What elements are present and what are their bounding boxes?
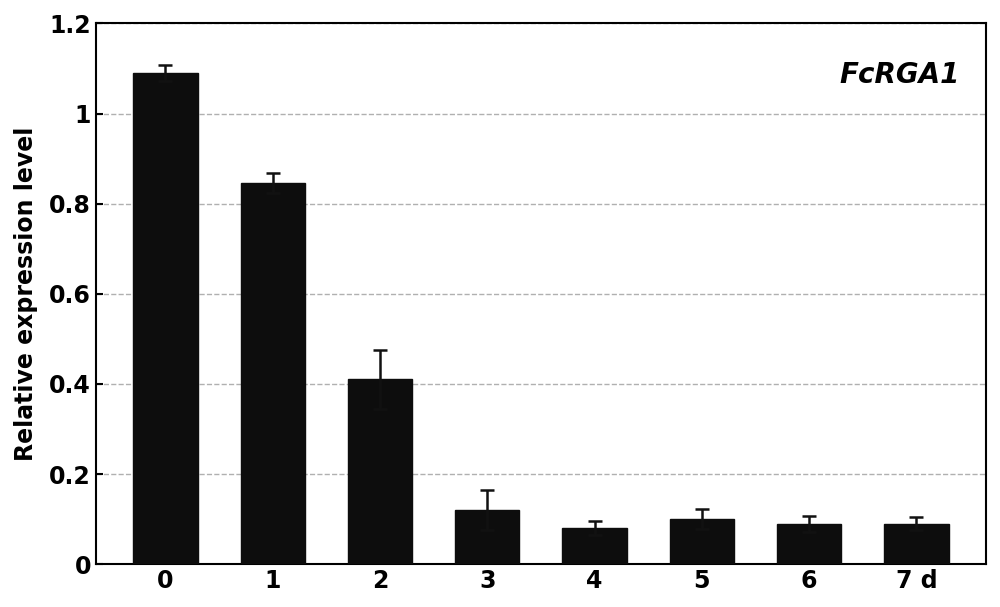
Bar bbox=[884, 524, 949, 565]
Text: FcRGA1: FcRGA1 bbox=[839, 61, 959, 89]
Bar bbox=[241, 183, 305, 565]
Bar bbox=[133, 73, 198, 565]
Bar bbox=[348, 379, 412, 565]
Bar bbox=[670, 519, 734, 565]
Bar bbox=[455, 510, 519, 565]
Bar bbox=[562, 528, 627, 565]
Bar bbox=[777, 524, 841, 565]
Y-axis label: Relative expression level: Relative expression level bbox=[14, 127, 38, 461]
